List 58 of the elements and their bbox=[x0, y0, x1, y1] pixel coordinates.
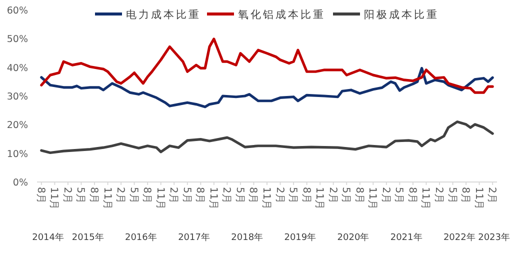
x-tick-label: 5月 bbox=[234, 187, 245, 204]
x-tick-label: 2月 bbox=[220, 187, 232, 204]
text: 2019年 bbox=[284, 232, 316, 243]
x-tick-label: 2月 bbox=[380, 187, 391, 204]
text: 2020年 bbox=[337, 232, 370, 243]
y-tick-label: 60% bbox=[6, 6, 28, 16]
y-tick-label: 30% bbox=[6, 92, 28, 102]
x-tick-label: 2月 bbox=[486, 187, 498, 204]
x-tick-label: 11月 bbox=[366, 187, 378, 210]
x-tick-label: 8月 bbox=[300, 187, 312, 204]
x-tick-label: 11月 bbox=[472, 187, 484, 210]
x-tick-label: 8月 bbox=[247, 187, 258, 204]
x-tick-label: 11月 bbox=[154, 187, 166, 210]
x-tick-label: 8月 bbox=[406, 187, 418, 204]
text: 2017年 bbox=[178, 232, 210, 243]
line-series bbox=[40, 120, 494, 154]
x-tick-label: 8月 bbox=[88, 187, 99, 204]
text: 2014年 bbox=[32, 232, 64, 243]
x-tick-label: 8月 bbox=[141, 187, 152, 204]
legend-label: 阳极成本比重 bbox=[364, 8, 439, 21]
text: 2023年 bbox=[478, 232, 510, 243]
x-tick-label: 5月 bbox=[128, 187, 139, 204]
x-tick-label: 5月 bbox=[74, 187, 86, 204]
x-tick-label: 2月 bbox=[168, 187, 179, 204]
x-tick-label: 11月 bbox=[260, 187, 272, 210]
x-tick-label: 2月 bbox=[433, 187, 444, 204]
y-tick-label: 40% bbox=[6, 62, 28, 74]
x-tick-label: 11月 bbox=[48, 187, 60, 210]
x-tick-label: 5月 bbox=[393, 187, 404, 204]
legend-label: 氧化铝成本比重 bbox=[238, 8, 326, 21]
x-tick-label: 2月 bbox=[326, 187, 338, 204]
x-tick-label: 11月 bbox=[101, 187, 112, 210]
y-tick-label: 20% bbox=[6, 120, 28, 132]
x-tick-label: 11月 bbox=[420, 187, 431, 210]
y-tick-label: 0% bbox=[12, 178, 28, 188]
x-tick-label: 8月 bbox=[194, 187, 206, 204]
x-tick-label: 5月 bbox=[180, 187, 192, 204]
text: 2022年 bbox=[443, 232, 476, 243]
line-series bbox=[40, 66, 494, 108]
x-tick-label: 2月 bbox=[61, 187, 72, 204]
x-tick-label: 8月 bbox=[34, 187, 46, 204]
x-tick-label: 11月 bbox=[207, 187, 218, 210]
x-tick-label: 2月 bbox=[114, 187, 126, 204]
legend-label: 电力成本比重 bbox=[126, 8, 201, 21]
x-tick-label: 5月 bbox=[446, 187, 458, 204]
x-tick-label: 8月 bbox=[460, 187, 471, 204]
y-tick-label: 10% bbox=[6, 148, 28, 160]
text: 2015年 bbox=[72, 232, 104, 243]
x-tick-label: 2月 bbox=[274, 187, 285, 204]
text: 2021年 bbox=[390, 232, 422, 243]
line-series bbox=[40, 38, 494, 94]
text: 2018年 bbox=[231, 232, 264, 243]
x-tick-label: 8月 bbox=[353, 187, 364, 204]
x-tick-label: 5月 bbox=[287, 187, 298, 204]
x-tick-label: 11月 bbox=[314, 187, 325, 210]
y-tick-label: 50% bbox=[6, 34, 28, 46]
x-tick-label: 5月 bbox=[340, 187, 352, 204]
text: 2016年 bbox=[124, 232, 157, 243]
